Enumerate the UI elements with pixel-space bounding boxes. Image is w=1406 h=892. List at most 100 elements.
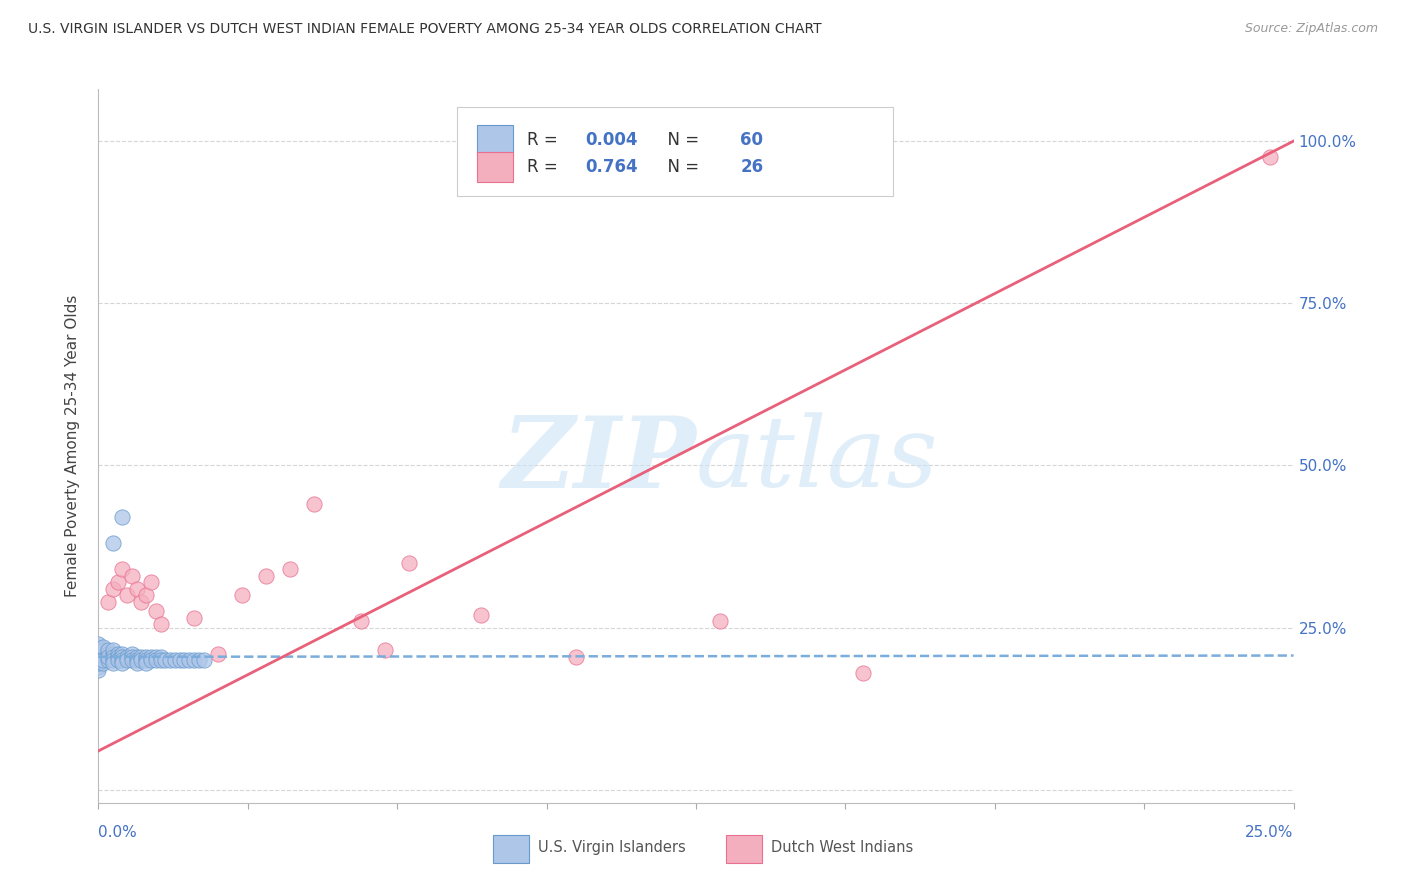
Point: [125, 657, 148, 671]
Point: [97, 595, 120, 609]
Point: [107, 653, 129, 667]
Point: [179, 653, 201, 667]
Point: [709, 614, 731, 628]
Point: [852, 666, 875, 681]
Point: [111, 647, 134, 661]
Point: [91, 640, 114, 654]
Text: atlas: atlas: [696, 413, 939, 508]
Point: [131, 649, 153, 664]
Point: [111, 657, 134, 671]
Text: N =: N =: [657, 131, 704, 149]
Point: [121, 568, 143, 582]
Point: [125, 649, 148, 664]
Point: [101, 582, 124, 596]
Point: [139, 649, 162, 664]
Point: [121, 647, 143, 661]
Point: [187, 653, 209, 667]
Point: [91, 647, 114, 661]
FancyBboxPatch shape: [477, 152, 513, 182]
Point: [183, 611, 205, 625]
Text: 25.0%: 25.0%: [1246, 825, 1294, 840]
Text: ZIP: ZIP: [501, 412, 696, 508]
Point: [207, 647, 229, 661]
Text: Source: ZipAtlas.com: Source: ZipAtlas.com: [1244, 22, 1378, 36]
Text: N =: N =: [657, 158, 704, 176]
Point: [565, 649, 588, 664]
Point: [101, 643, 124, 657]
Point: [97, 649, 120, 664]
Point: [101, 649, 124, 664]
Point: [254, 568, 277, 582]
Point: [101, 653, 124, 667]
Point: [111, 510, 134, 524]
Point: [131, 653, 153, 667]
FancyBboxPatch shape: [494, 835, 529, 863]
Point: [145, 604, 167, 618]
Point: [101, 657, 124, 671]
Point: [91, 657, 114, 671]
Point: [97, 653, 120, 667]
Point: [1258, 150, 1281, 164]
Point: [87, 643, 110, 657]
Point: [87, 640, 110, 654]
Point: [87, 659, 110, 673]
Point: [135, 657, 157, 671]
Point: [111, 653, 134, 667]
Point: [91, 649, 114, 664]
Point: [107, 649, 129, 664]
Point: [145, 649, 167, 664]
Point: [231, 588, 253, 602]
Text: 26: 26: [740, 158, 763, 176]
Text: 0.004: 0.004: [585, 131, 637, 149]
Point: [125, 653, 148, 667]
Point: [374, 643, 396, 657]
Point: [135, 649, 157, 664]
Point: [149, 649, 172, 664]
Point: [139, 575, 162, 590]
Text: R =: R =: [527, 158, 564, 176]
FancyBboxPatch shape: [725, 835, 762, 863]
Point: [111, 649, 134, 664]
Point: [183, 653, 205, 667]
Text: R =: R =: [527, 131, 564, 149]
FancyBboxPatch shape: [477, 125, 513, 155]
Point: [159, 653, 181, 667]
Point: [121, 653, 143, 667]
Point: [115, 653, 138, 667]
Point: [97, 643, 120, 657]
Point: [155, 653, 177, 667]
Point: [97, 647, 120, 661]
Point: [135, 588, 157, 602]
Point: [101, 536, 124, 550]
Point: [121, 649, 143, 664]
Point: [145, 653, 167, 667]
Point: [169, 653, 191, 667]
Text: U.S. VIRGIN ISLANDER VS DUTCH WEST INDIAN FEMALE POVERTY AMONG 25-34 YEAR OLDS C: U.S. VIRGIN ISLANDER VS DUTCH WEST INDIA…: [28, 22, 821, 37]
Point: [87, 657, 110, 671]
Point: [107, 647, 129, 661]
Point: [115, 649, 138, 664]
Point: [350, 614, 373, 628]
Point: [135, 653, 157, 667]
Point: [91, 653, 114, 667]
Point: [87, 637, 110, 651]
Point: [131, 595, 153, 609]
Point: [101, 647, 124, 661]
Point: [173, 653, 195, 667]
Point: [163, 653, 186, 667]
Point: [149, 653, 172, 667]
Point: [111, 562, 134, 576]
Text: Dutch West Indians: Dutch West Indians: [772, 840, 914, 855]
Point: [149, 617, 172, 632]
FancyBboxPatch shape: [457, 107, 893, 196]
Point: [87, 663, 110, 677]
Point: [115, 588, 138, 602]
Text: U.S. Virgin Islanders: U.S. Virgin Islanders: [538, 840, 686, 855]
Y-axis label: Female Poverty Among 25-34 Year Olds: Female Poverty Among 25-34 Year Olds: [65, 295, 80, 597]
Point: [278, 562, 301, 576]
Text: 60: 60: [740, 131, 763, 149]
Point: [87, 647, 110, 661]
Point: [470, 607, 492, 622]
Point: [107, 575, 129, 590]
Point: [87, 653, 110, 667]
